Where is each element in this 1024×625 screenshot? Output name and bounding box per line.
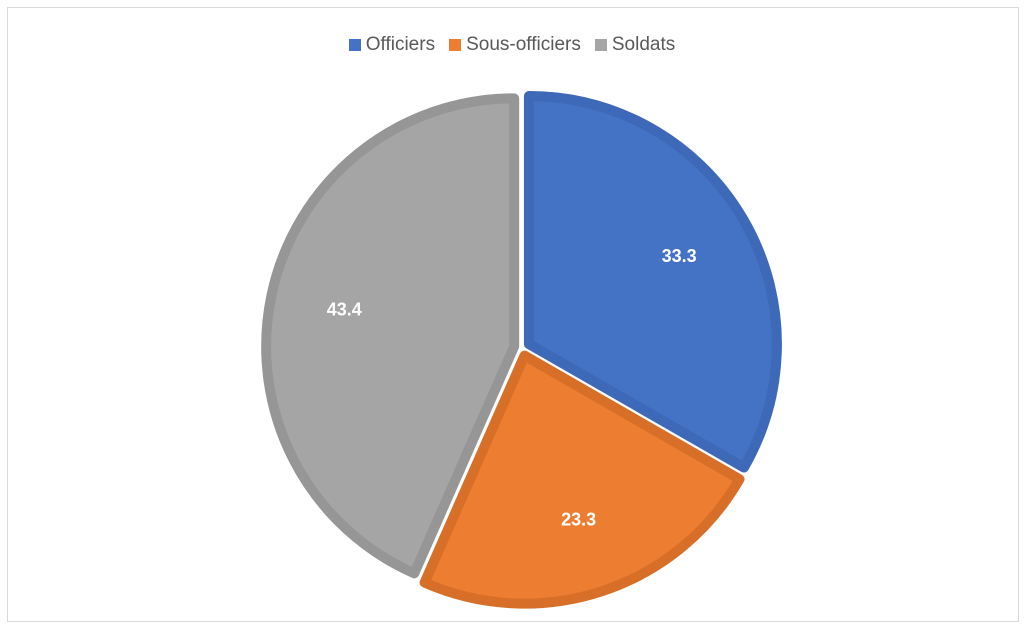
legend: Officiers Sous-officiers Soldats [0,34,1024,56]
legend-label-officiers: Officiers [365,34,436,55]
pie-slices [261,90,782,609]
legend-swatch-soldats [594,39,607,51]
data-label-sous-officiers: 23.3 [561,509,596,529]
data-label-soldats: 43.4 [327,299,362,319]
legend-label-sous-officiers: Sous-officiers [466,34,581,55]
legend-label-soldats: Soldats [611,34,676,55]
legend-item-sous-officiers: Sous-officiers [449,34,581,56]
data-label-officiers: 33.3 [662,246,697,266]
legend-swatch-sous-officiers [449,39,462,51]
pie-data-labels: 33.3 23.3 43.4 [327,246,697,529]
legend-swatch-officiers [348,39,361,51]
pie-slice-officiers [523,90,782,473]
legend-item-officiers: Officiers [348,34,436,56]
pie-slice-sous-officiers [419,350,745,609]
pie-slice-soldats [261,93,520,579]
legend-item-soldats: Soldats [594,34,676,56]
